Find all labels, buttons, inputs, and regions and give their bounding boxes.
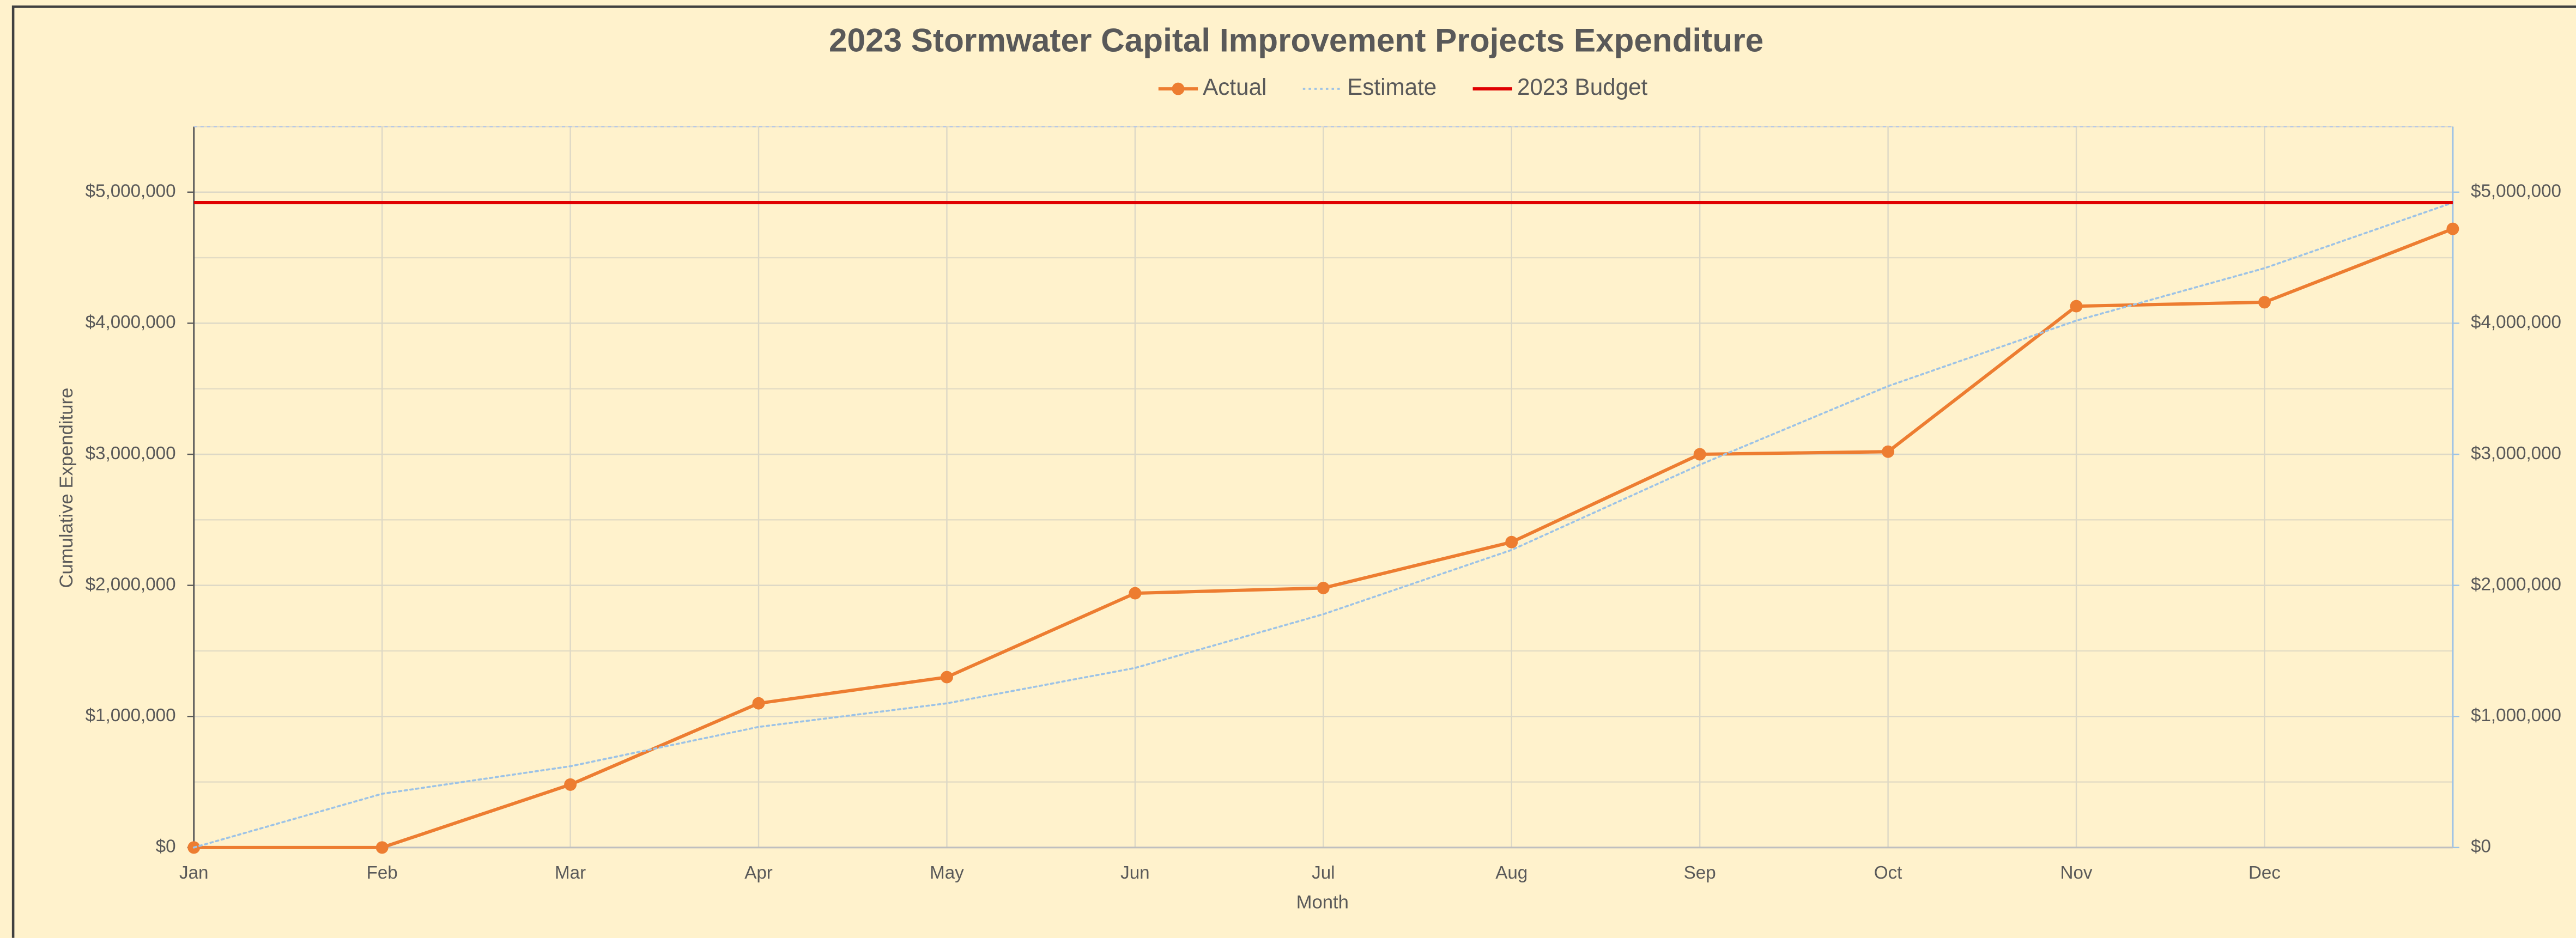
- legend-item: Estimate: [1302, 74, 1437, 100]
- series-marker: [1882, 445, 1895, 458]
- x-tick-label: Oct: [1874, 863, 1902, 883]
- series-marker: [1505, 535, 1518, 549]
- y-tick-label: $1,000,000: [86, 705, 176, 726]
- x-tick-label: Apr: [744, 863, 773, 883]
- legend-label: 2023 Budget: [1517, 74, 1648, 100]
- series-line: [192, 202, 2454, 849]
- y-tick-label: $0: [156, 837, 176, 857]
- series-marker: [564, 778, 577, 791]
- series-marker: [1317, 581, 1330, 594]
- x-tick-label: Dec: [2248, 863, 2281, 883]
- legend-label: Estimate: [1347, 74, 1437, 100]
- legend: Actual Estimate 2023 Budget: [1158, 74, 1648, 100]
- x-tick-label: Feb: [367, 863, 398, 883]
- series-marker: [1129, 587, 1142, 600]
- x-tick-label: Sep: [1684, 863, 1716, 883]
- y2-tick-label: $5,000,000: [2471, 181, 2561, 202]
- series-marker: [752, 697, 765, 710]
- legend-marker: [1172, 82, 1185, 95]
- y2-tick-label: $3,000,000: [2471, 443, 2561, 464]
- y-tick-label: $5,000,000: [86, 181, 176, 202]
- x-tick-label: May: [930, 863, 964, 883]
- frame-border: [11, 5, 2576, 938]
- x-tick-label: Mar: [555, 863, 586, 883]
- series-marker: [2070, 300, 2083, 313]
- x-tick-label: Jan: [179, 863, 208, 883]
- series-marker: [940, 671, 953, 684]
- y-tick-label: $4,000,000: [86, 312, 176, 332]
- x-tick-label: Jul: [1312, 863, 1335, 883]
- y-tick-label: $2,000,000: [86, 574, 176, 594]
- series-marker: [375, 841, 389, 854]
- y2-tick-label: $2,000,000: [2471, 574, 2561, 594]
- series-marker: [2446, 222, 2459, 235]
- y-axis-title: Cumulative Expenditure: [56, 388, 77, 588]
- legend-label: Actual: [1203, 74, 1266, 100]
- y-tick-label: $3,000,000: [86, 443, 176, 464]
- y2-tick-label: $4,000,000: [2471, 312, 2561, 332]
- y2-tick-label: $0: [2471, 837, 2491, 857]
- chart-title: 2023 Stormwater Capital Improvement Proj…: [829, 22, 1763, 59]
- x-tick-label: Jun: [1120, 863, 1149, 883]
- x-tick-label: Aug: [1495, 863, 1528, 883]
- series-marker: [2258, 296, 2271, 309]
- legend-item: Actual: [1158, 74, 1266, 100]
- x-axis-title: Month: [1296, 892, 1349, 913]
- y2-tick-label: $1,000,000: [2471, 705, 2561, 726]
- series-marker: [1693, 448, 1706, 461]
- x-tick-label: Nov: [2060, 863, 2093, 883]
- legend-item: 2023 Budget: [1472, 74, 1648, 100]
